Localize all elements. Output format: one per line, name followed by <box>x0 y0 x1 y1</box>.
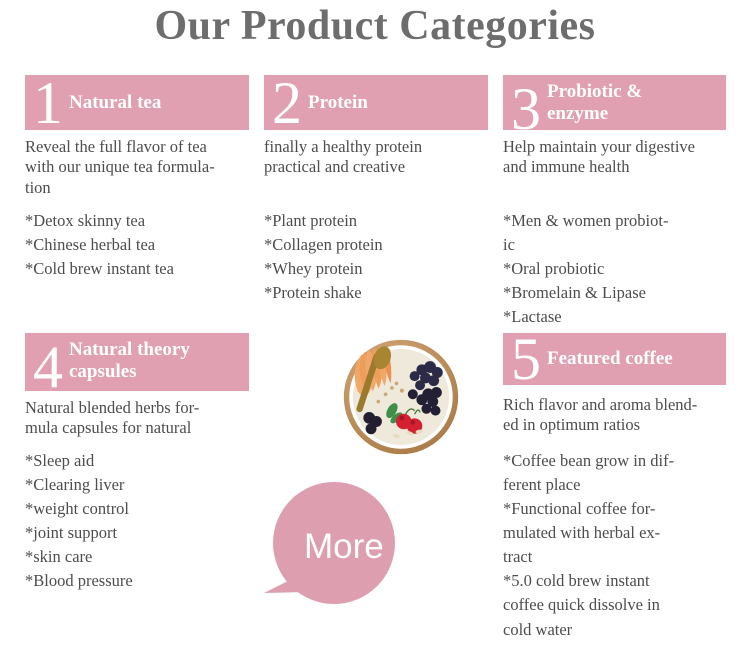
svg-text:More: More <box>304 527 384 566</box>
